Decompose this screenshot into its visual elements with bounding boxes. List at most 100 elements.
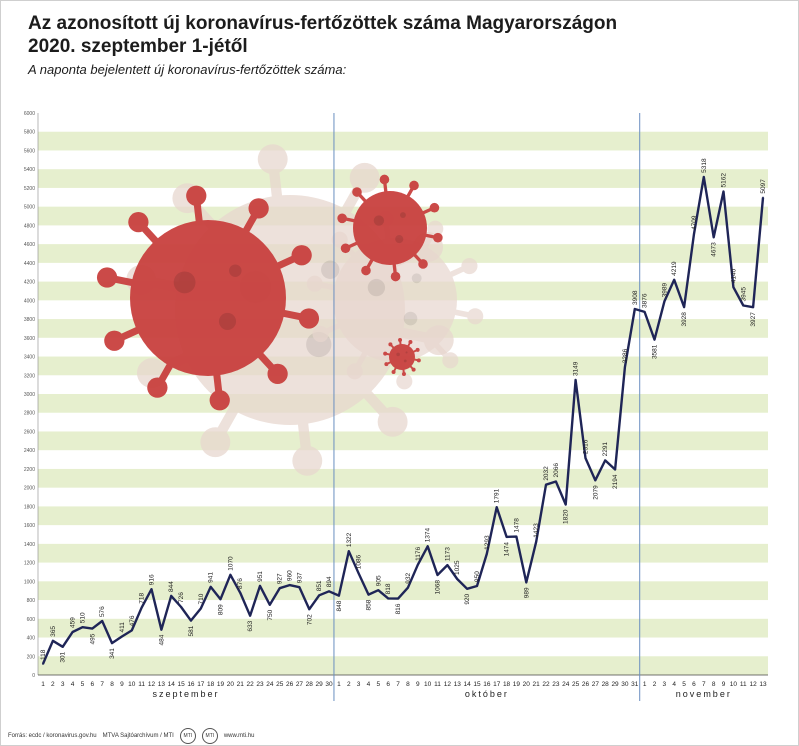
x-tick-label: 3 [663,681,667,688]
data-point [190,619,192,622]
x-tick-label: 6 [386,681,390,688]
x-tick-label: 13 [454,681,462,688]
virus-spike-tip [147,377,168,398]
data-label: 581 [188,625,195,636]
y-tick-label: 1000 [24,579,35,585]
chart-title: Az azonosított új koronavírus-fertőzötte… [28,12,768,58]
virus-spike-tip [461,257,478,275]
virus-spike-tip [433,232,443,243]
virus-spike-tip [292,445,323,476]
data-point [111,642,113,644]
virus-spike-tip [416,358,421,363]
x-tick-label: 10 [424,681,432,688]
data-point [407,586,409,589]
data-label: 1478 [513,518,520,533]
virus-spike-tip [391,369,396,374]
x-tick-label: 18 [207,681,215,688]
grid-band [38,431,768,451]
data-point [51,639,54,642]
virus-spike-tip [401,372,406,377]
data-point [545,483,547,486]
data-label: 3286 [622,348,629,363]
x-tick-label: 9 [722,681,726,688]
data-label: 1374 [425,527,432,542]
data-point [426,545,429,548]
data-point [574,379,577,381]
data-point [229,573,232,576]
virus-body [353,191,427,265]
data-label: 818 [385,583,392,594]
x-tick-label: 30 [621,681,629,688]
x-tick-label: 9 [416,681,420,688]
data-point [130,629,133,632]
chart-subtitle: A naponta bejelentett új koronavírus-fer… [28,62,347,77]
y-tick-label: 3000 [24,392,35,398]
virus-spot [373,215,385,226]
virus-spot [367,278,386,297]
x-tick-label: 6 [692,681,696,688]
y-tick-label: 3800 [24,317,35,323]
x-tick-label: 23 [256,681,264,688]
x-tick-label: 23 [552,681,560,688]
data-point [416,563,419,566]
data-label: 1070 [227,556,234,571]
y-tick-label: 1200 [24,561,35,567]
data-point [180,606,182,608]
data-label: 476 [129,615,136,626]
data-point [624,366,626,369]
data-point [288,584,291,586]
x-tick-label: 27 [296,681,304,688]
data-point [515,535,518,538]
data-label: 2291 [602,442,609,457]
data-label: 365 [50,626,57,637]
x-tick-label: 2 [51,681,55,688]
data-point [604,459,607,462]
data-point [209,585,212,588]
virus-spot [321,260,340,279]
data-point [564,503,567,506]
data-point [525,581,528,584]
data-point [239,592,242,594]
x-axis-days: 1 2 3 4 5 6 7 8 9 10 11 12 13 14 15 16 17 18 19 20 21 22 23 24 2… [41,681,767,688]
month-label: szeptember [152,689,219,699]
y-tick-label: 600 [27,617,36,623]
data-label: 951 [257,571,264,582]
data-point [742,304,745,307]
virus-body [389,344,415,370]
x-tick-label: 30 [325,681,333,688]
x-tick-label: 20 [227,681,235,688]
x-tick-label: 31 [631,681,639,688]
x-tick-label: 19 [513,681,521,688]
data-point [436,574,439,576]
x-tick-label: 16 [483,681,491,688]
data-point [199,607,202,610]
x-tick-label: 17 [493,681,501,688]
virus-spike-tip [415,347,420,352]
virus-spike-tip [352,187,362,197]
x-tick-label: 9 [120,681,124,688]
x-tick-label: 19 [217,681,225,688]
data-label: 633 [247,620,254,631]
y-tick-label: 4600 [24,242,35,248]
virus-spot [399,212,406,219]
data-label: 484 [158,634,165,645]
x-tick-label: 2 [347,681,351,688]
grid-band [38,543,768,563]
y-tick-label: 4200 [24,280,35,286]
data-point [752,306,755,309]
virus-spot [173,271,196,294]
data-point [377,589,380,592]
x-tick-label: 15 [473,681,481,688]
virus-spike-tip [411,367,416,372]
virus-body [130,220,286,376]
data-point [42,663,44,665]
data-label: 4673 [711,242,718,257]
x-tick-label: 26 [286,681,294,688]
x-tick-label: 1 [643,681,647,688]
data-point [71,631,74,633]
data-label: 3581 [652,344,659,359]
x-tick-label: 13 [158,681,166,688]
x-tick-label: 25 [276,681,284,688]
virus-spot [405,351,408,354]
data-label: 858 [365,599,372,610]
